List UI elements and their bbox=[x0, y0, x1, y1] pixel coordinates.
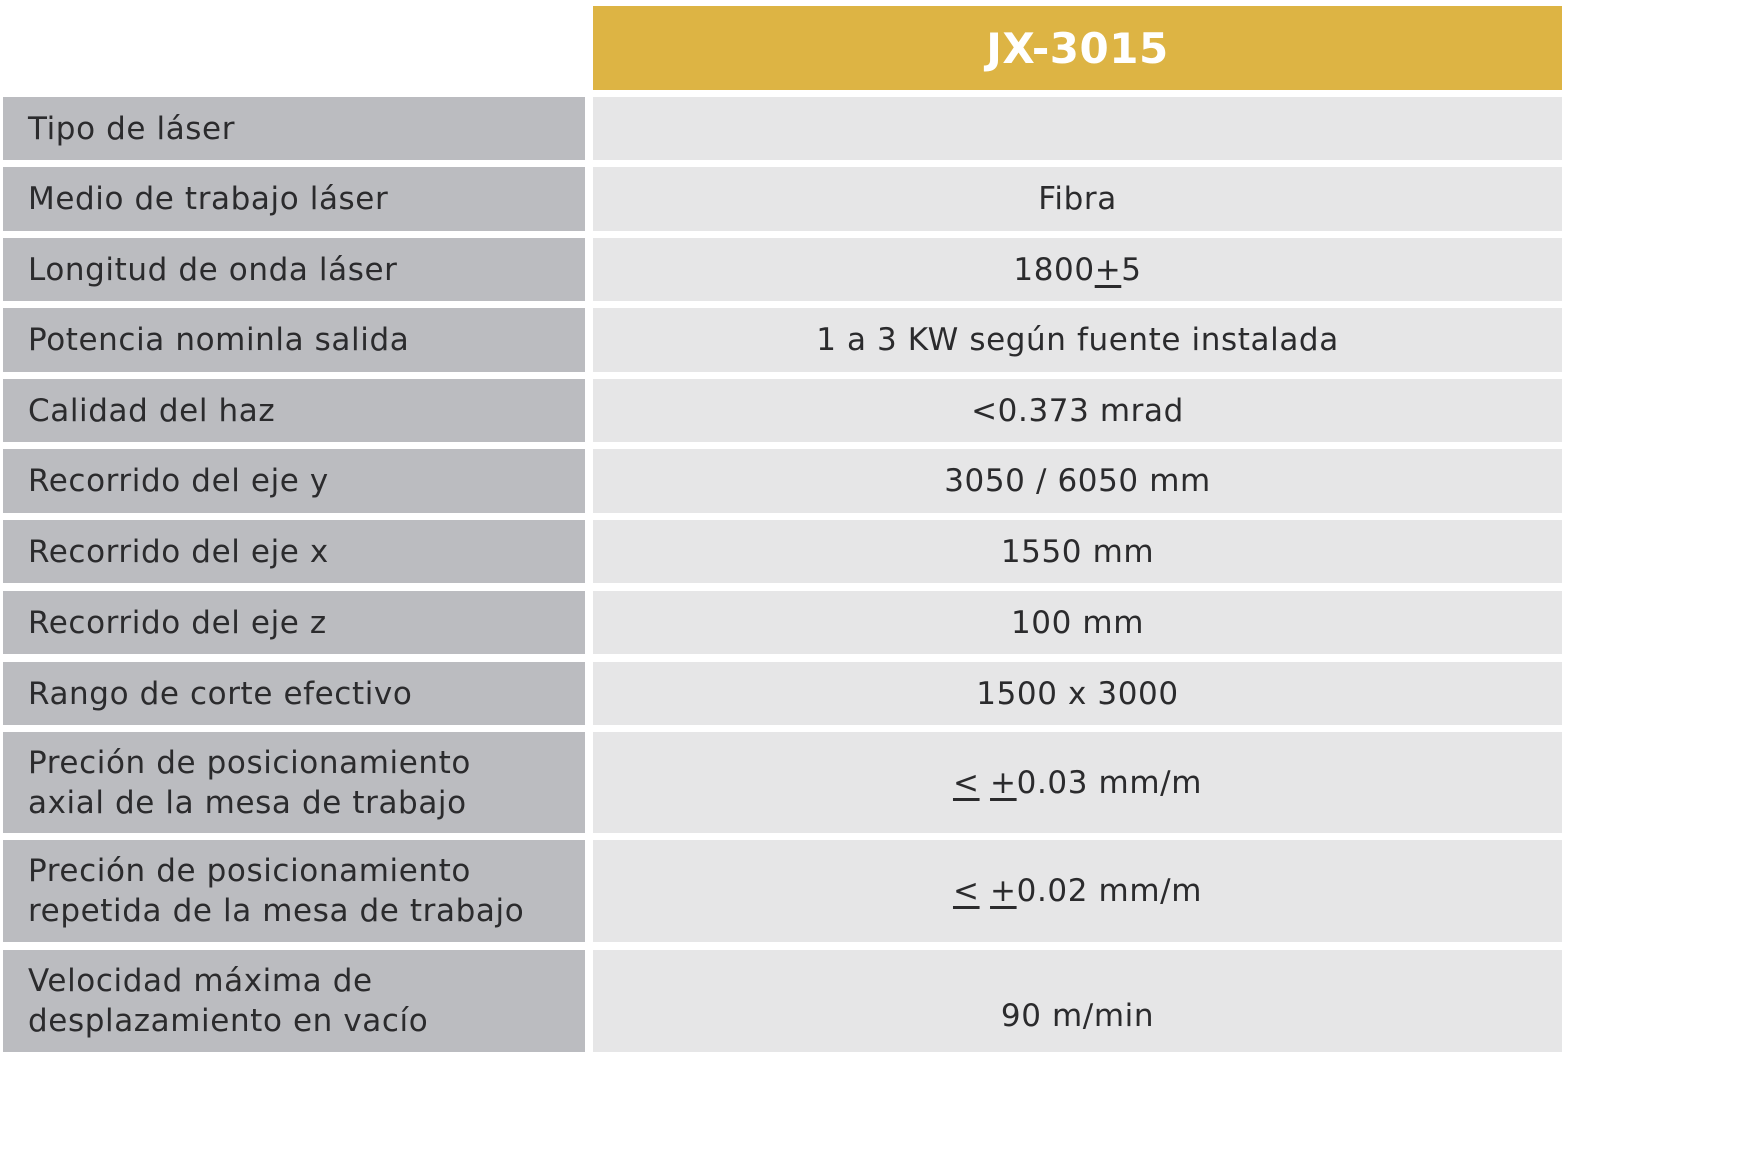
spec-value: Fibra bbox=[1038, 181, 1117, 217]
spec-value-cell: 100 mm bbox=[593, 591, 1562, 654]
table-row: Potencia nominla salida 1 a 3 KW según f… bbox=[3, 308, 1562, 372]
spec-label: Recorrido del eje y bbox=[28, 463, 329, 499]
spec-label: Tipo de láser bbox=[28, 110, 236, 147]
spec-label-cell: Preción de posicionamiento repetida de l… bbox=[3, 840, 585, 942]
spec-label-cell: Recorrido del eje z bbox=[3, 591, 585, 654]
spec-label-cell: Calidad del haz bbox=[3, 379, 585, 442]
spec-value-cell: 1800+5 bbox=[593, 238, 1562, 301]
spec-value-cell: 3050 / 6050 mm bbox=[593, 449, 1562, 513]
spec-value: 100 mm bbox=[1010, 604, 1145, 641]
spec-label-cell: Tipo de láser bbox=[3, 97, 585, 160]
spec-value-cell: 1500 x 3000 bbox=[593, 662, 1562, 725]
spec-label: Potencia nominla salida bbox=[28, 322, 410, 358]
spec-label-cell: Velocidad máxima de desplazamiento en va… bbox=[3, 950, 585, 1052]
model-header-cell: JX-3015 bbox=[593, 6, 1562, 90]
table-row: Calidad del haz <0.373 mrad bbox=[3, 379, 1562, 442]
spec-value-cell: <0.373 mrad bbox=[593, 379, 1562, 442]
spec-value: < +0.02 mm/m bbox=[952, 873, 1203, 909]
spec-label: Recorrido del eje x bbox=[28, 533, 329, 570]
spec-label: Velocidad máxima de desplazamiento en va… bbox=[28, 963, 429, 1039]
table-row: Medio de trabajo láser Fibra bbox=[3, 167, 1562, 231]
spec-label-cell: Longitud de onda láser bbox=[3, 238, 585, 301]
table-row: Recorrido del eje x 1550 mm bbox=[3, 520, 1562, 583]
table-row: Recorrido del eje y 3050 / 6050 mm bbox=[3, 449, 1562, 513]
spec-value: 1 a 3 KW según fuente instalada bbox=[816, 322, 1339, 358]
spec-label-cell: Recorrido del eje y bbox=[3, 449, 585, 513]
spec-value: 1500 x 3000 bbox=[976, 675, 1179, 712]
spec-label-cell: Rango de corte efectivo bbox=[3, 662, 585, 725]
spec-label: Medio de trabajo láser bbox=[28, 181, 389, 217]
spec-value: <0.373 mrad bbox=[971, 392, 1184, 429]
spec-value: 90 m/min bbox=[1000, 998, 1155, 1034]
table-row: Rango de corte efectivo 1500 x 3000 bbox=[3, 662, 1562, 725]
table-row: Tipo de láser bbox=[3, 97, 1562, 160]
spec-value-cell bbox=[593, 97, 1562, 160]
table-row: Velocidad máxima de desplazamiento en va… bbox=[3, 950, 1562, 1052]
spec-table: JX-3015 Tipo de láser Medio de trabajo l… bbox=[3, 6, 1562, 1052]
table-row: Longitud de onda láser 1800+5 bbox=[3, 238, 1562, 301]
spec-label: Longitud de onda láser bbox=[28, 251, 398, 288]
spec-label: Rango de corte efectivo bbox=[28, 675, 413, 712]
spec-label-cell: Preción de posicionamiento axial de la m… bbox=[3, 732, 585, 833]
table-row: Preción de posicionamiento repetida de l… bbox=[3, 840, 1562, 942]
table-row: Preción de posicionamiento axial de la m… bbox=[3, 732, 1562, 833]
spec-label-cell: Medio de trabajo láser bbox=[3, 167, 585, 231]
spec-value-cell: 90 m/min bbox=[593, 950, 1562, 1052]
spec-value: 1550 mm bbox=[1000, 533, 1155, 570]
spec-label: Calidad del haz bbox=[28, 392, 276, 429]
spec-value-cell: Fibra bbox=[593, 167, 1562, 231]
spec-value: 3050 / 6050 mm bbox=[944, 463, 1211, 499]
model-header-title: JX-3015 bbox=[986, 23, 1169, 73]
table-row: Recorrido del eje z 100 mm bbox=[3, 591, 1562, 654]
spec-label: Recorrido del eje z bbox=[28, 604, 327, 641]
spec-label: Preción de posicionamiento axial de la m… bbox=[28, 744, 471, 821]
spec-value: 1800+5 bbox=[1013, 251, 1142, 288]
spec-value-cell: < +0.02 mm/m bbox=[593, 840, 1562, 942]
spec-value-cell: 1 a 3 KW según fuente instalada bbox=[593, 308, 1562, 372]
spec-value: < +0.03 mm/m bbox=[952, 764, 1203, 801]
spec-label-cell: Recorrido del eje x bbox=[3, 520, 585, 583]
spec-label: Preción de posicionamiento repetida de l… bbox=[28, 853, 525, 929]
spec-value-cell: < +0.03 mm/m bbox=[593, 732, 1562, 833]
spec-label-cell: Potencia nominla salida bbox=[3, 308, 585, 372]
spec-value-cell: 1550 mm bbox=[593, 520, 1562, 583]
